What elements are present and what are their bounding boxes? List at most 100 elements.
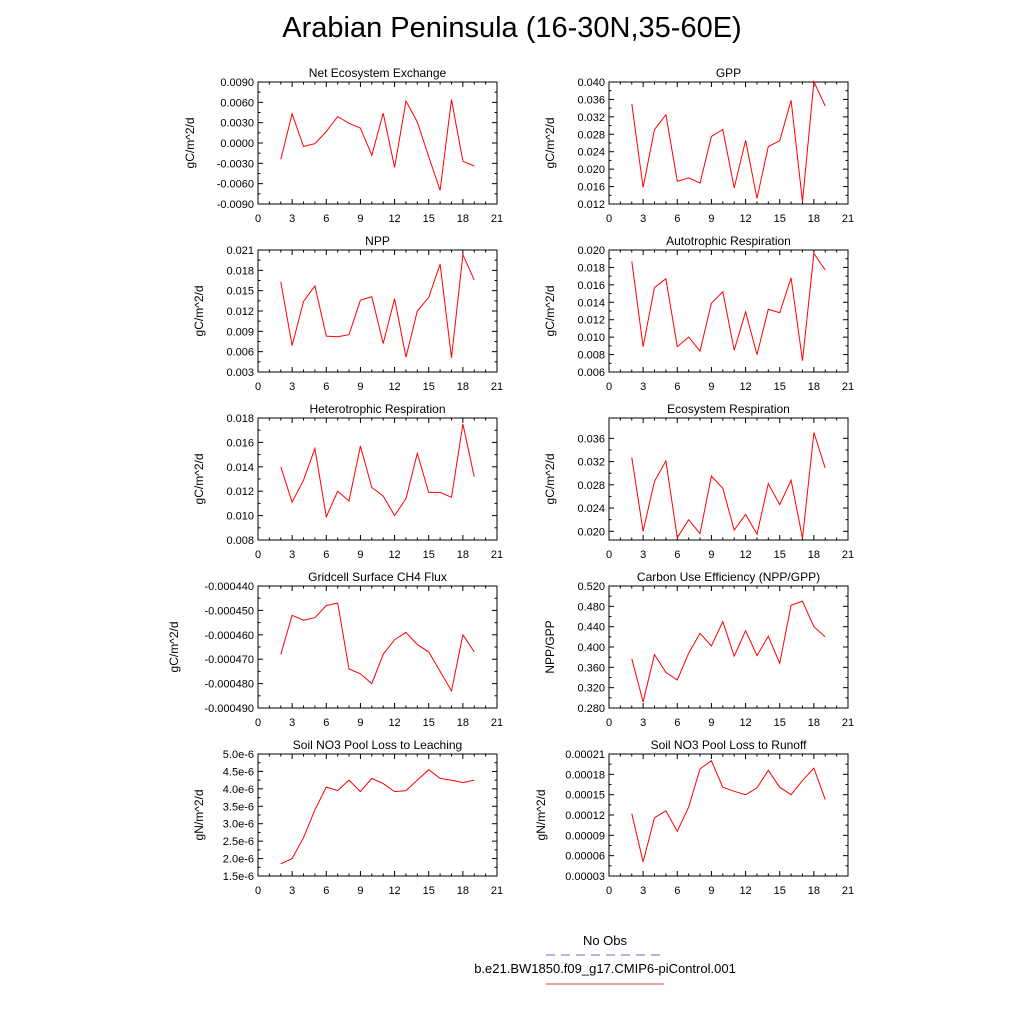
x-tick-label: 9: [708, 717, 714, 729]
panel-title: Net Ecosystem Exchange: [309, 66, 447, 80]
plot-frame: [608, 417, 849, 541]
x-tick-label: 21: [491, 549, 503, 561]
chart-panel: GPP 0 3 6 9 12 15 18 21 0.012 0.016 0.020 0.024 0.028…: [543, 66, 854, 225]
x-tick-label: 12: [739, 381, 751, 393]
x-tick-label: 12: [388, 213, 400, 225]
x-tick-label: 12: [388, 717, 400, 729]
y-tick-label: 0.0090: [220, 77, 254, 89]
chart-panel: NPP 0 3 6 9 12 15 18 21 0.003 0.006 0.009 0.012 0.015…: [192, 234, 503, 393]
y-tick-label: 0.032: [577, 112, 605, 124]
panel-title: Autotrophic Respiration: [666, 234, 791, 248]
y-tick-label: 0.008: [577, 350, 605, 362]
y-axis-label: gC/m^2/d: [192, 454, 206, 505]
y-axis-label: gC/m^2/d: [543, 286, 557, 337]
x-tick-label: 3: [289, 381, 295, 393]
x-tick-label: 18: [808, 381, 820, 393]
legend-label-model: b.e21.BW1850.f09_g17.CMIP6-piControl.001: [474, 961, 736, 976]
x-tick-label: 0: [606, 381, 612, 393]
y-tick-label: 0.016: [226, 437, 254, 449]
y-tick-label: 0.008: [226, 535, 254, 547]
y-tick-label: 0.012: [226, 486, 254, 498]
plot-frame: [257, 585, 498, 709]
y-tick-label: 0.00018: [565, 769, 605, 781]
y-axis-label: gC/m^2/d: [543, 454, 557, 505]
series-line: [280, 602, 475, 693]
y-tick-label: 0.0030: [220, 118, 254, 130]
x-tick-label: 21: [491, 213, 503, 225]
y-tick-label: -0.000440: [204, 581, 254, 593]
x-tick-label: 15: [423, 213, 435, 225]
x-tick-label: 15: [774, 717, 786, 729]
x-tick-label: 0: [255, 717, 261, 729]
chart-panel: Autotrophic Respiration 0 3 6 9 12 15 18 21 0.006…: [543, 234, 854, 393]
y-tick-label: 0.018: [226, 413, 254, 425]
y-tick-label: 0.020: [577, 164, 605, 176]
series-line: [280, 423, 475, 519]
y-tick-label: 0.010: [226, 511, 254, 523]
y-tick-label: 0.006: [577, 367, 605, 379]
y-tick-label: 0.012: [577, 199, 605, 211]
x-tick-label: 21: [842, 549, 854, 561]
panel-title: Soil NO3 Pool Loss to Leaching: [293, 738, 462, 752]
x-tick-label: 3: [289, 549, 295, 561]
y-tick-label: -0.000480: [204, 679, 254, 691]
y-tick-label: 0.00015: [565, 790, 605, 802]
x-tick-label: 0: [606, 885, 612, 897]
y-tick-label: 0.009: [226, 326, 254, 338]
x-tick-label: 21: [491, 381, 503, 393]
series-line: [280, 252, 475, 358]
x-tick-label: 12: [739, 717, 751, 729]
chart-panel: Net Ecosystem Exchange 0 3 6 9 12 15 18 21 -0.009…: [183, 66, 503, 225]
chart-panel: Soil NO3 Pool Loss to Leaching 0 3 6 9 12 15 18…: [192, 738, 503, 897]
y-tick-label: 0.003: [226, 367, 254, 379]
y-tick-label: 0.360: [577, 662, 605, 674]
panel-title: Carbon Use Efficiency (NPP/GPP): [637, 570, 820, 584]
y-tick-label: 0.520: [577, 581, 605, 593]
x-tick-label: 0: [255, 549, 261, 561]
x-tick-label: 6: [674, 717, 680, 729]
x-tick-label: 15: [423, 549, 435, 561]
x-tick-label: 18: [808, 717, 820, 729]
series-line: [631, 760, 826, 862]
x-tick-label: 3: [640, 717, 646, 729]
main-title: Arabian Peninsula (16-30N,35-60E): [282, 12, 742, 44]
panel-title: GPP: [716, 66, 741, 80]
y-axis-label: gN/m^2/d: [534, 790, 548, 841]
y-tick-label: 0.012: [577, 315, 605, 327]
y-tick-label: 5.0e-6: [223, 749, 254, 761]
x-tick-label: 3: [640, 213, 646, 225]
x-tick-label: 21: [491, 717, 503, 729]
chart-panel: Carbon Use Efficiency (NPP/GPP) 0 3 6 9 12 15 1…: [543, 570, 854, 729]
plot-frame: [608, 585, 849, 709]
y-tick-label: 0.400: [577, 642, 605, 654]
x-tick-label: 18: [457, 549, 469, 561]
y-axis-label: gC/m^2/d: [183, 118, 197, 169]
x-tick-label: 18: [808, 213, 820, 225]
x-tick-label: 0: [606, 213, 612, 225]
panel-title: Gridcell Surface CH4 Flux: [308, 570, 447, 584]
y-tick-label: 0.020: [577, 526, 605, 538]
y-tick-label: 0.018: [226, 265, 254, 277]
y-tick-label: 0.00009: [565, 830, 605, 842]
y-axis-label: gC/m^2/d: [543, 118, 557, 169]
chart-panel: Gridcell Surface CH4 Flux 0 3 6 9 12 15 18 21 -0.…: [167, 570, 503, 729]
x-tick-label: 9: [357, 549, 363, 561]
x-tick-label: 3: [640, 549, 646, 561]
y-tick-label: 0.0000: [220, 138, 254, 150]
x-tick-label: 3: [289, 717, 295, 729]
x-tick-label: 12: [739, 885, 751, 897]
x-tick-label: 0: [255, 885, 261, 897]
y-tick-label: 2.5e-6: [223, 836, 254, 848]
x-tick-label: 15: [774, 213, 786, 225]
y-tick-label: -0.0030: [217, 158, 254, 170]
y-tick-label: 0.024: [577, 147, 605, 159]
series-line: [280, 99, 475, 191]
x-tick-label: 9: [708, 885, 714, 897]
x-tick-label: 9: [708, 549, 714, 561]
y-tick-label: 0.00006: [565, 851, 605, 863]
y-tick-label: 0.480: [577, 601, 605, 613]
plot-frame: [257, 81, 498, 205]
y-tick-label: 0.016: [577, 280, 605, 292]
x-tick-label: 12: [388, 549, 400, 561]
